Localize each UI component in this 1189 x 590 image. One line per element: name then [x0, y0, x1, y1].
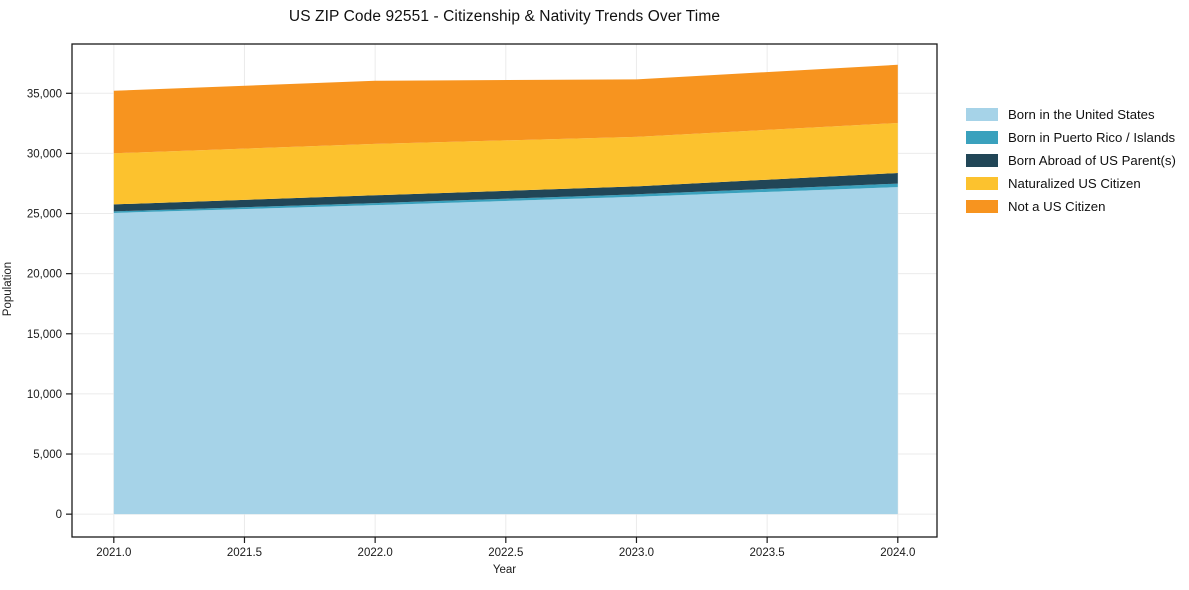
chart-title: US ZIP Code 92551 - Citizenship & Nativi… — [288, 8, 721, 25]
area-series-0 — [113, 187, 898, 515]
y-tick-label: 20,000 — [27, 269, 62, 281]
legend-label: Not a US Citizen — [1008, 199, 1106, 214]
legend-swatch — [966, 131, 998, 144]
area-series-1 — [113, 183, 898, 213]
y-tick-label: 25,000 — [27, 209, 62, 221]
x-tick-label: 2024.0 — [880, 547, 915, 559]
x-axis-label: Year — [492, 564, 517, 576]
y-tick-label: 0 — [56, 509, 62, 521]
x-tick-label: 2021.0 — [96, 547, 131, 559]
legend-item: Not a US Citizen — [966, 195, 1176, 218]
legend-item: Born Abroad of US Parent(s) — [966, 149, 1176, 172]
area-series-2 — [113, 173, 898, 212]
legend-label: Born Abroad of US Parent(s) — [1008, 153, 1176, 168]
legend-swatch — [966, 200, 998, 213]
area-series-4 — [113, 64, 898, 154]
legend-item: Naturalized US Citizen — [966, 172, 1176, 195]
y-axis-label: Population — [2, 261, 14, 317]
plot-frame — [71, 43, 938, 538]
legend-swatch — [966, 154, 998, 167]
legend-swatch — [966, 177, 998, 190]
legend-item: Born in Puerto Rico / Islands — [966, 126, 1176, 149]
x-tick-label: 2022.0 — [358, 547, 393, 559]
y-tick-label: 15,000 — [27, 329, 62, 341]
x-tick-label: 2023.5 — [750, 547, 785, 559]
area-series-3 — [113, 123, 898, 205]
x-tick-label: 2021.5 — [227, 547, 262, 559]
x-tick-label: 2023.0 — [619, 547, 654, 559]
legend: Born in the United States Born in Puerto … — [966, 103, 1176, 218]
legend-label: Naturalized US Citizen — [1008, 176, 1141, 191]
legend-label: Born in Puerto Rico / Islands — [1008, 130, 1176, 145]
legend-swatch — [966, 108, 998, 121]
y-tick-label: 35,000 — [27, 88, 62, 100]
y-tick-label: 5,000 — [33, 449, 62, 461]
legend-label: Born in the United States — [1008, 107, 1155, 122]
x-tick-label: 2022.5 — [488, 547, 523, 559]
legend-item: Born in the United States — [966, 103, 1176, 126]
y-tick-label: 30,000 — [27, 148, 62, 160]
y-tick-label: 10,000 — [27, 389, 62, 401]
